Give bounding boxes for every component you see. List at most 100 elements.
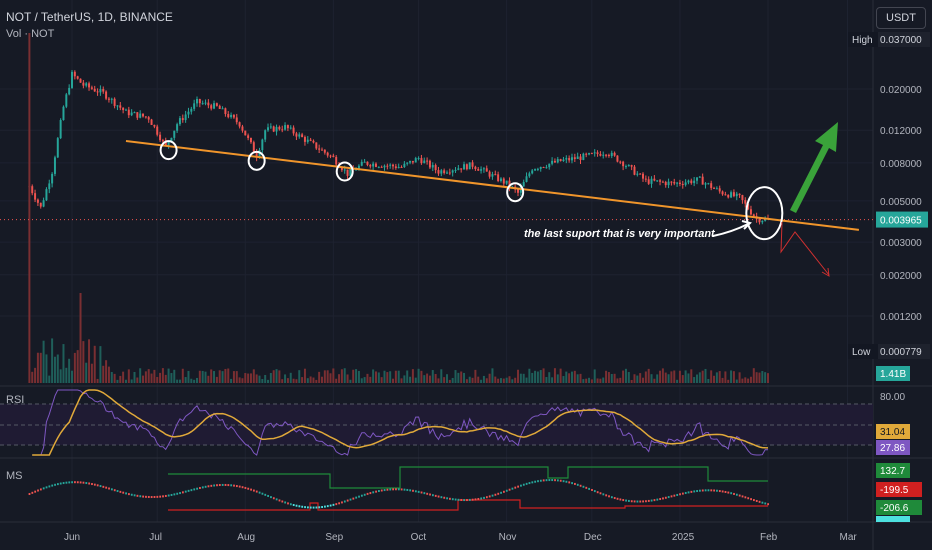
symbol-title[interactable]: NOT / TetherUS, 1D, BINANCE: [6, 10, 173, 24]
ms-dot: [503, 490, 505, 493]
ms-dot: [71, 481, 73, 484]
support-annotation: the last suport that is very important: [524, 228, 715, 240]
candle-body: [48, 183, 51, 190]
candle-body: [738, 193, 741, 196]
annotation-arrowhead: [741, 220, 752, 230]
candle-body: [51, 173, 54, 184]
volume-bar: [79, 293, 82, 383]
ms-dot: [122, 491, 125, 494]
candle-body: [363, 161, 366, 163]
volume-bar: [335, 378, 338, 383]
ms-dot: [662, 497, 664, 500]
ms-dot: [184, 490, 187, 493]
volume-bar: [286, 378, 289, 383]
volume-bar: [488, 373, 491, 383]
candle-body: [718, 188, 721, 192]
volume-bar: [536, 371, 539, 383]
volume-bar: [221, 371, 224, 383]
volume-bar: [31, 371, 34, 383]
candle-body: [139, 113, 142, 118]
volume-bar: [255, 374, 258, 383]
ms-dot: [480, 497, 483, 500]
ms-dot: [162, 495, 164, 498]
volume-bar: [284, 374, 287, 383]
ms-dot: [659, 498, 662, 501]
candle-body: [377, 166, 380, 168]
volume-bar: [411, 369, 414, 383]
rsi-value-tag: [876, 440, 910, 455]
candle-body: [62, 106, 65, 121]
volume-bar: [360, 378, 363, 383]
ms-dot: [457, 498, 460, 501]
ms-dot: [261, 492, 264, 495]
ms-dot: [150, 496, 153, 499]
ms-dot: [738, 494, 741, 497]
rsi-label[interactable]: RSI: [6, 394, 25, 406]
candle-body: [303, 137, 306, 142]
ms-dot: [656, 498, 659, 501]
volume-bar: [644, 371, 647, 383]
volume-bar: [730, 370, 733, 383]
ms-label[interactable]: MS: [6, 470, 23, 482]
volume-bar: [309, 376, 312, 383]
candle-body: [576, 156, 579, 160]
volume-bar: [570, 371, 573, 383]
volume-bar: [642, 377, 644, 383]
candle-body: [190, 108, 193, 112]
volume-bar: [434, 373, 437, 383]
volume-bar: [704, 368, 707, 383]
candle-body: [687, 180, 690, 183]
candle-body: [497, 174, 500, 181]
ms-dot: [102, 485, 105, 488]
volume-bar: [48, 375, 51, 383]
ms-dot: [610, 496, 613, 499]
time-tick-label: Nov: [499, 532, 517, 543]
candle-body: [255, 151, 258, 158]
volume-bar: [343, 368, 346, 383]
ms-dot: [559, 479, 562, 482]
candle-body: [153, 124, 156, 127]
candle-body: [389, 164, 392, 166]
ms-dot: [366, 492, 369, 495]
volume-bar: [460, 371, 463, 383]
volume-bar: [278, 370, 281, 383]
candle-body: [96, 91, 99, 93]
currency-button[interactable]: USDT: [876, 7, 926, 29]
candle-body: [585, 153, 588, 155]
candle-body: [372, 163, 375, 167]
candle-body: [499, 178, 502, 181]
candle-body: [298, 134, 301, 137]
candle-body: [71, 71, 73, 88]
candle-body: [312, 140, 315, 143]
volume-bar: [622, 370, 625, 383]
volume-label[interactable]: Vol · NOT: [6, 28, 55, 40]
volume-bar: [548, 372, 551, 383]
ms-dot: [139, 495, 142, 498]
time-tick-label: Jun: [64, 532, 80, 543]
volume-bar: [474, 369, 477, 383]
candle-body: [542, 167, 545, 169]
ms-dot: [619, 498, 622, 501]
volume-bar: [372, 369, 375, 383]
volume-bar: [579, 373, 582, 383]
candle-body: [445, 172, 448, 174]
candle-body: [323, 149, 326, 153]
volume-bar: [127, 369, 130, 383]
volume-bars: [28, 33, 769, 383]
ms-dot: [108, 487, 110, 490]
candle-body: [124, 109, 127, 111]
candle-body: [630, 165, 633, 167]
ms-dot: [645, 500, 647, 503]
candle-body: [315, 142, 318, 149]
volume-bar: [590, 379, 593, 383]
annotation-arrow: [712, 223, 749, 237]
candle-body: [443, 170, 446, 174]
volume-bar: [602, 377, 605, 383]
ms-dot: [468, 498, 471, 501]
ms-dot: [56, 483, 59, 486]
volume-bar: [377, 372, 380, 383]
candle-body: [553, 160, 556, 163]
ms-dot: [221, 483, 224, 486]
ms-dot: [386, 488, 389, 491]
